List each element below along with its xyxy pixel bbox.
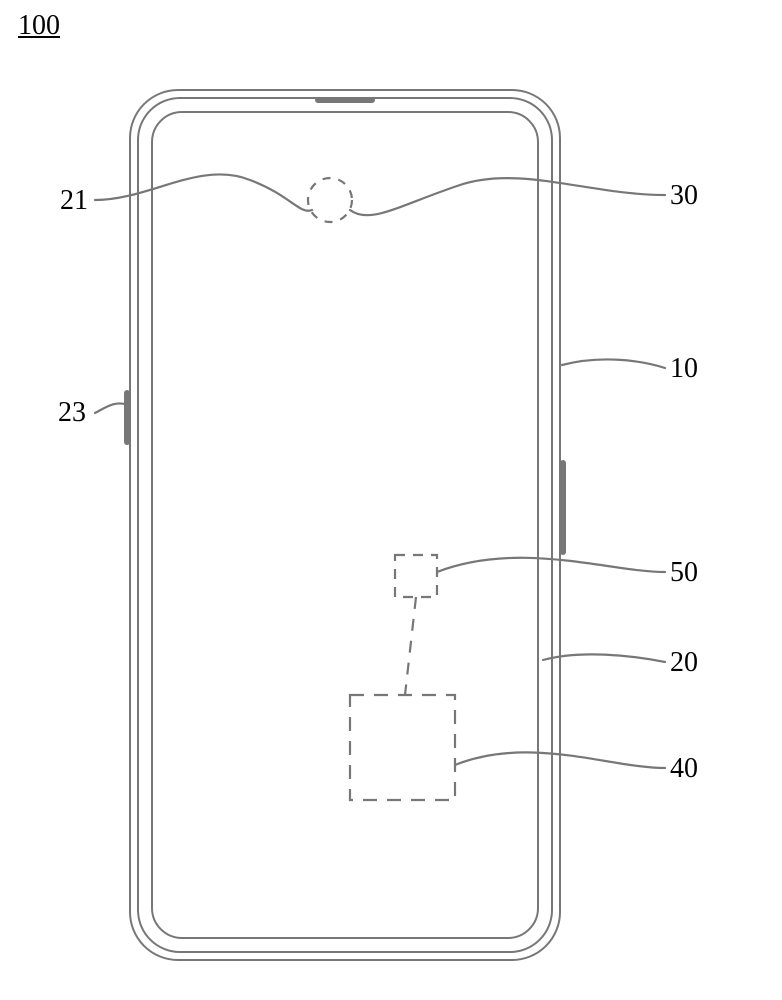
label-10: 10 xyxy=(670,353,698,385)
phone-inner xyxy=(138,98,552,952)
label-40: 40 xyxy=(670,753,698,785)
diagram-svg xyxy=(0,0,782,1000)
leader-21 xyxy=(95,174,312,210)
label-20: 20 xyxy=(670,647,698,679)
big-box xyxy=(350,695,455,800)
small-box xyxy=(395,555,437,597)
leader-10 xyxy=(562,359,665,368)
right-button xyxy=(560,460,566,555)
figure-title: 100 xyxy=(18,10,60,42)
camera-circle xyxy=(308,178,352,222)
figure-canvas: 100 21 23 30 10 50 20 40 xyxy=(0,0,782,1000)
label-21: 21 xyxy=(60,185,88,217)
speaker-slot xyxy=(315,97,375,103)
connector-line xyxy=(405,597,416,695)
leader-30 xyxy=(350,178,665,215)
label-50: 50 xyxy=(670,557,698,589)
left-button xyxy=(124,390,130,445)
label-30: 30 xyxy=(670,180,698,212)
label-23: 23 xyxy=(58,397,86,429)
leader-20 xyxy=(543,654,665,662)
leader-23 xyxy=(95,403,128,413)
phone-screen xyxy=(152,112,538,938)
phone-outer xyxy=(130,90,560,960)
